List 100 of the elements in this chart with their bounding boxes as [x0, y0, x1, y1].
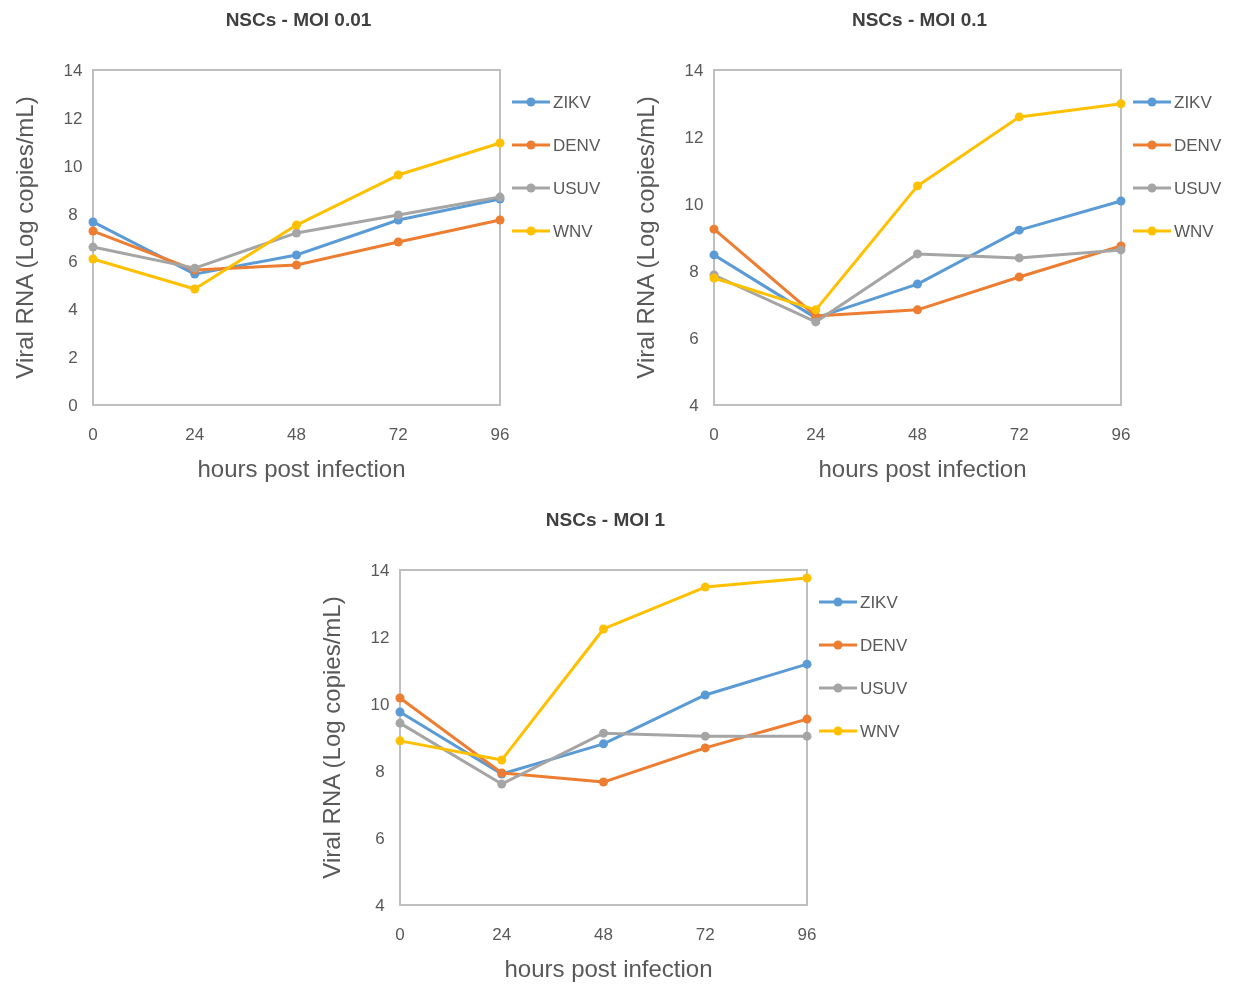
point [292, 250, 301, 260]
chart-title: NSCs - MOI 1 [545, 509, 666, 530]
point [190, 284, 200, 294]
y-tick-label: 14 [63, 61, 83, 80]
legend-label: USUV [860, 679, 908, 698]
point [292, 228, 301, 238]
legend-label: ZIKV [1174, 93, 1213, 112]
legend-label: WNV [553, 222, 594, 241]
point [802, 659, 812, 669]
x-tick-label: 24 [492, 925, 512, 944]
legend-label: WNV [860, 722, 901, 741]
point [1116, 245, 1126, 255]
y-tick-label: 4 [375, 896, 385, 915]
chart-title: NSCs - MOI 0.1 [851, 9, 988, 30]
point [1014, 272, 1024, 282]
y-tick-label: 12 [370, 628, 390, 647]
chart-title: NSCs - MOI 0.01 [225, 9, 372, 30]
x-tick-label: 24 [185, 425, 205, 444]
point [802, 714, 812, 724]
point [88, 226, 98, 236]
x-axis-title: hours post infection [504, 955, 713, 982]
x-axis-title: hours post infection [197, 455, 406, 482]
legend-label: USUV [1174, 179, 1222, 198]
y-tick-label: 6 [689, 329, 699, 348]
point [88, 254, 98, 264]
point [913, 279, 922, 289]
point [1014, 225, 1024, 235]
point [395, 718, 405, 728]
point [395, 693, 405, 703]
point [497, 779, 507, 789]
x-tick-label: 0 [709, 425, 719, 444]
y-tick-label: 8 [689, 262, 699, 281]
y-tick-label: 8 [375, 762, 385, 781]
point [700, 731, 710, 741]
point [1116, 99, 1126, 109]
point [292, 260, 301, 270]
x-tick-label: 48 [287, 425, 306, 444]
point [700, 743, 710, 753]
point [709, 250, 719, 260]
point [700, 582, 710, 592]
y-tick-label: 10 [370, 695, 390, 714]
y-axis-title: Viral RNA (Log copies/mL) [11, 96, 38, 379]
y-tick-label: 8 [68, 204, 78, 224]
point [88, 217, 98, 227]
point [1014, 253, 1024, 263]
x-tick-label: 96 [797, 925, 817, 944]
point [811, 317, 821, 327]
point [811, 305, 821, 315]
legend-label: DENV [1174, 136, 1222, 155]
point [1116, 196, 1126, 206]
y-tick-label: 6 [375, 829, 385, 848]
y-tick-label: 10 [684, 195, 704, 214]
y-axis-title: Viral RNA (Log copies/mL) [318, 596, 345, 879]
point [495, 215, 505, 225]
x-tick-label: 96 [1111, 425, 1131, 444]
point [913, 249, 922, 259]
legend-label: USUV [553, 179, 601, 198]
point [1014, 112, 1024, 122]
point [88, 242, 98, 252]
point [292, 220, 301, 230]
point [599, 728, 608, 738]
x-tick-label: 48 [594, 925, 613, 944]
point [393, 170, 403, 180]
point [913, 181, 922, 191]
x-tick-label: 72 [695, 925, 715, 944]
point [599, 739, 608, 749]
legend-label: WNV [1174, 222, 1215, 241]
y-tick-label: 4 [68, 300, 78, 320]
point [395, 736, 405, 746]
x-tick-label: 72 [1009, 425, 1029, 444]
point [599, 624, 608, 634]
x-tick-label: 48 [908, 425, 927, 444]
point [393, 237, 403, 247]
legend-label: ZIKV [553, 93, 592, 112]
point [802, 573, 812, 583]
y-tick-label: 10 [63, 156, 83, 176]
point [599, 777, 608, 787]
point [709, 224, 719, 234]
point [802, 731, 812, 741]
y-axis-title: Viral RNA (Log copies/mL) [632, 96, 659, 379]
y-tick-label: 4 [689, 396, 699, 415]
x-tick-label: 96 [490, 425, 510, 444]
x-axis-title: hours post infection [818, 455, 1027, 482]
legend-label: DENV [860, 636, 908, 655]
point [395, 707, 405, 717]
point [393, 210, 403, 220]
y-tick-label: 6 [68, 252, 78, 272]
point [700, 690, 710, 700]
point [495, 138, 505, 148]
y-tick-label: 12 [684, 128, 704, 147]
y-tick-label: 14 [370, 561, 390, 580]
point [497, 755, 507, 765]
y-tick-label: 12 [63, 108, 83, 128]
y-tick-label: 14 [684, 61, 704, 80]
x-tick-label: 0 [395, 925, 405, 944]
legend-label: ZIKV [860, 593, 899, 612]
x-tick-label: 0 [88, 425, 98, 444]
point [913, 305, 922, 315]
y-tick-label: 0 [68, 396, 78, 415]
y-tick-label: 2 [68, 348, 78, 368]
